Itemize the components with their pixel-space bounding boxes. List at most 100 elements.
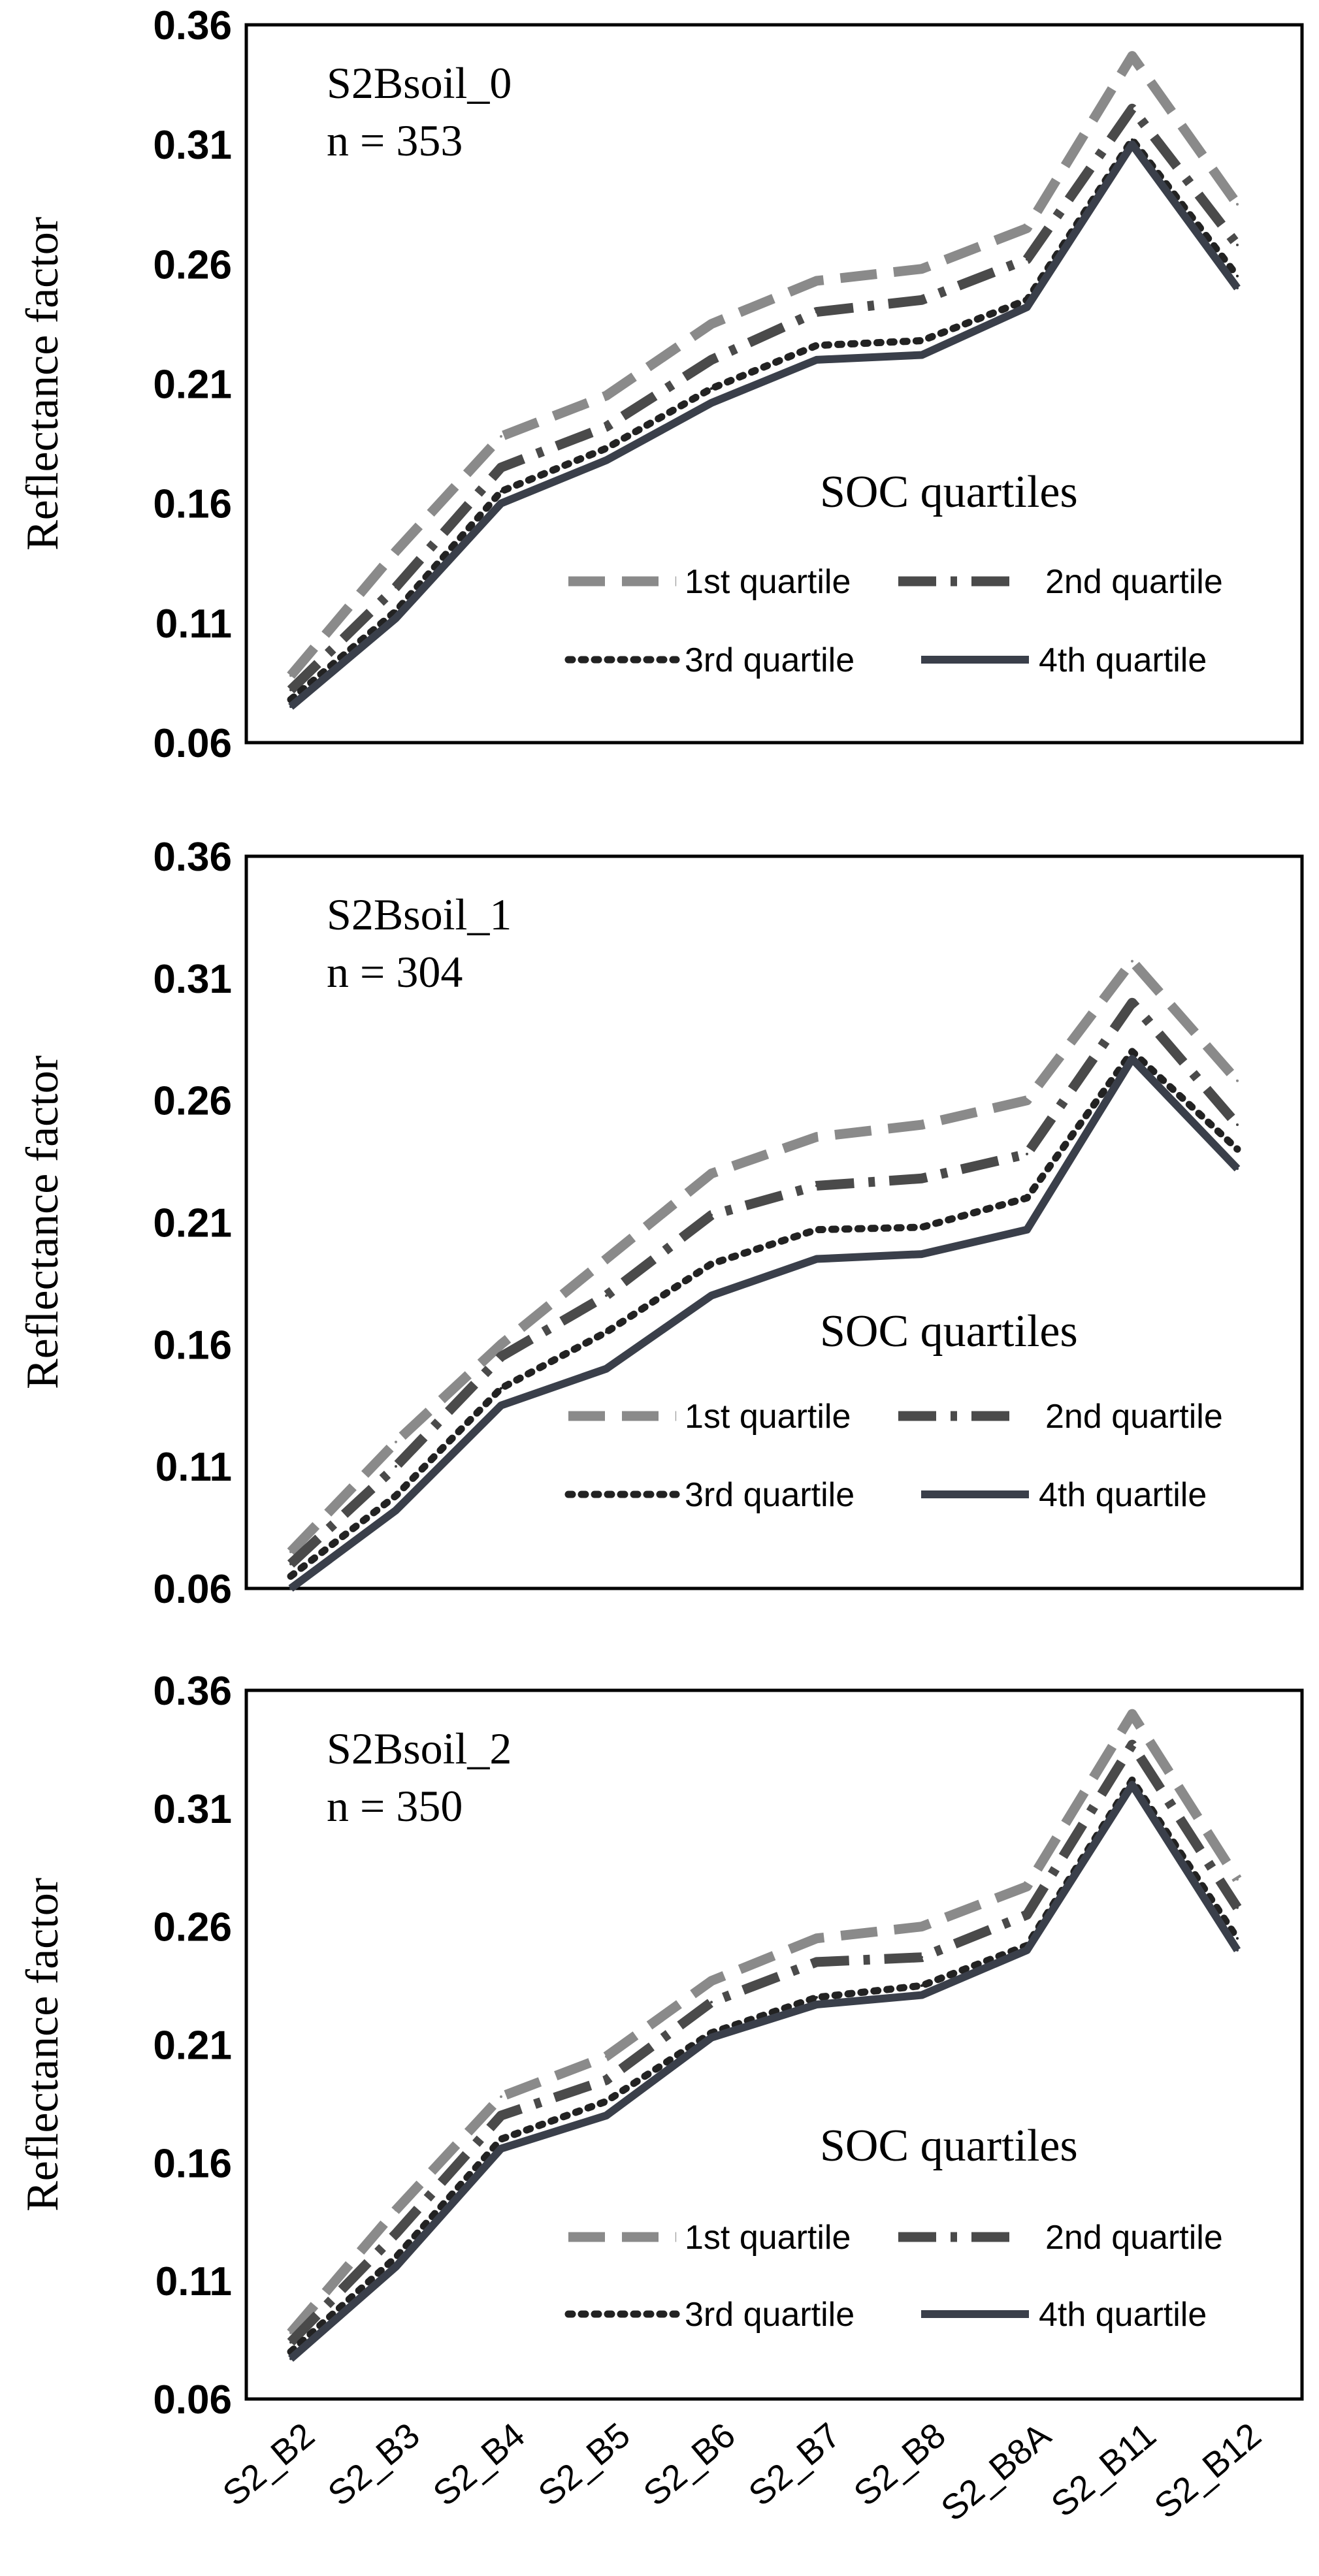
x-tick-label: S2_B2 [216,2415,322,2513]
data-point [500,2114,502,2117]
data-point [395,1509,397,1512]
data-point [920,1253,923,1256]
y-tick-label: 0.31 [153,123,232,168]
data-point [395,1440,397,1443]
data-point [710,1294,713,1297]
series-line-4 [288,140,1241,710]
y-tick-label: 0.36 [153,3,232,48]
series-line-1 [287,51,1242,679]
y-tick-label: 0.11 [155,1445,232,1490]
data-point [1131,107,1133,110]
panel-title: S2Bsoil_2 [327,1724,512,1773]
data-point [289,698,292,701]
legend-label-2: 2nd quartile [1045,2219,1223,2257]
data-point [289,1562,292,1566]
legend-label-3: 3rd quartile [685,2296,855,2334]
legend-label-4: 4th quartile [1039,2296,1207,2334]
data-point [605,2100,608,2103]
data-point [1236,1878,1239,1881]
legend-label-3: 3rd quartile [685,1476,855,1514]
data-point [920,1984,923,1988]
data-point [815,1996,818,1999]
y-tick-label: 0.06 [153,721,232,766]
data-point [710,1214,713,1217]
legend-label-3: 3rd quartile [685,641,855,679]
sample-count: n = 304 [327,947,463,997]
data-point [710,1979,713,1982]
x-tick-label: S2_B6 [636,2415,743,2513]
data-point [605,447,608,450]
series-line-4 [288,1780,1241,2362]
data-point [815,1135,818,1138]
data-point [1236,1079,1239,1082]
data-point [815,358,818,361]
data-point [395,617,397,620]
chart-panel-1: 0.36 0.31 0.26 0.21 0.16 0.11 0.06 Reflectance … [18,835,1304,1612]
data-point [1131,1743,1133,1747]
legend-title: SOC quartiles [820,467,1078,517]
data-point [920,1123,923,1127]
data-point [1236,274,1239,278]
y-tick-label: 0.16 [153,1323,232,1368]
y-tick-label: 0.06 [153,1567,232,1612]
y-tick-label: 0.21 [153,1201,232,1246]
data-point [1026,1948,1028,1952]
data-point [500,435,502,438]
data-point [1236,1948,1239,1952]
data-point [815,1257,818,1261]
data-point [920,339,923,342]
y-tick-label: 0.31 [153,1787,232,1832]
data-point [710,401,713,404]
data-point [605,2078,608,2082]
series-line-2 [287,103,1241,694]
legend: SOC quartiles 1st quartile 2nd quartile 3rd… [564,467,1223,679]
y-tick-label: 0.11 [155,2259,232,2304]
data-point [1026,227,1028,230]
y-tick-label: 0.31 [153,957,232,1002]
legend-label-4: 4th quartile [1039,641,1207,679]
data-point [605,1294,608,1297]
sample-count: n = 350 [327,1781,463,1831]
data-point [1236,1906,1239,1909]
data-point [1131,1001,1133,1005]
x-tick-label: S2_B11 [1044,2415,1164,2524]
series-line-3 [287,1776,1241,2356]
legend-label-4: 4th quartile [1039,1476,1207,1514]
series-line-2 [287,997,1241,1568]
legend-title: SOC quartiles [820,2121,1078,2171]
data-point [920,298,923,302]
data-point [500,1387,502,1390]
data-point [500,1343,502,1346]
data-point [1131,959,1133,963]
data-point [289,2350,292,2353]
data-point [500,490,502,493]
legend-label-2: 2nd quartile [1045,563,1223,601]
chart-panel-2: 0.36 0.31 0.26 0.21 0.16 0.11 0.06 Reflectance … [18,1669,1304,2423]
data-point [1026,1197,1028,1200]
legend: SOC quartiles 1st quartile 2nd quartile 3rd… [564,1306,1223,1514]
data-point [289,1587,292,1590]
x-tick-label: S2_B7 [741,2415,848,2513]
data-point [289,2341,292,2344]
plot-frame [244,23,1304,745]
data-point [1026,306,1028,309]
data-point [920,353,923,357]
data-point [605,1330,608,1334]
data-point [920,1225,923,1229]
data-point [605,2055,608,2058]
data-point [1131,1057,1133,1061]
series-line-4 [288,1055,1241,1592]
data-point [1026,1913,1028,1916]
data-point [289,1575,292,1578]
data-point [289,1550,292,1553]
series-line-3 [287,136,1241,703]
y-tick-label: 0.06 [153,2377,232,2423]
x-tick-label: S2_B3 [321,2415,427,2513]
data-point [1131,54,1133,57]
data-point [395,2256,397,2259]
data-point [1026,1885,1028,1888]
data-point [920,267,923,270]
data-point [605,2114,608,2117]
series-line-1 [287,956,1241,1556]
